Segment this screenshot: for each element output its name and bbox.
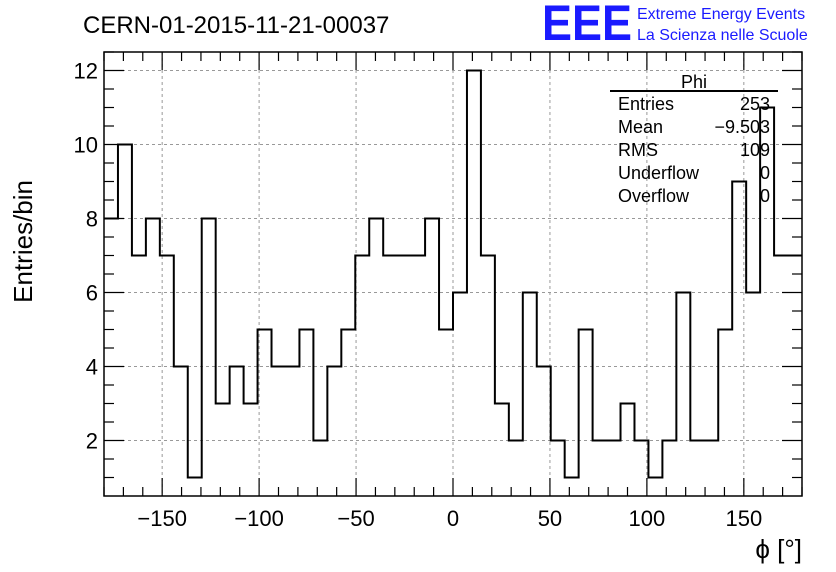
tick-labels: −150 −100 −50 0 50 100 150 2 4 6 8 10 12 bbox=[74, 59, 763, 532]
stats-overflow-label: Overflow bbox=[618, 186, 690, 206]
logo-line-1: Extreme Energy Events bbox=[637, 6, 805, 23]
histogram-outline bbox=[104, 69, 802, 479]
x-tick-label: 100 bbox=[629, 506, 666, 531]
y-tick-label: 8 bbox=[86, 207, 98, 232]
stats-underflow-label: Underflow bbox=[618, 163, 700, 183]
x-tick-label: 50 bbox=[538, 506, 562, 531]
stats-rms-value: 109 bbox=[740, 140, 770, 160]
stats-mean-value: −9.503 bbox=[714, 117, 770, 137]
y-axis-label: Entries/bin bbox=[8, 180, 38, 303]
x-axis-label: ϕ [°] bbox=[755, 534, 802, 564]
x-tick-label: −150 bbox=[137, 506, 187, 531]
axis-ticks bbox=[103, 51, 803, 496]
x-tick-label: 0 bbox=[447, 506, 459, 531]
stats-underflow-value: 0 bbox=[760, 163, 770, 183]
y-tick-label: 12 bbox=[74, 59, 98, 84]
stats-rms-label: RMS bbox=[618, 140, 658, 160]
stats-entries-label: Entries bbox=[618, 94, 674, 114]
eee-logo-mark: EEE bbox=[542, 0, 632, 51]
y-tick-label: 2 bbox=[86, 429, 98, 454]
eee-logo: EEE Extreme Energy Events La Scienza nel… bbox=[542, 0, 808, 51]
y-tick-label: 4 bbox=[86, 355, 98, 380]
x-tick-label: 150 bbox=[725, 506, 762, 531]
logo-line-2: La Scienza nelle Scuole bbox=[637, 27, 808, 44]
chart-title: CERN-01-2015-11-21-00037 bbox=[83, 12, 389, 39]
x-tick-label: −50 bbox=[337, 506, 374, 531]
stats-overflow-value: 0 bbox=[760, 186, 770, 206]
y-tick-label: 10 bbox=[74, 133, 98, 158]
stats-box: Phi Entries 253 Mean −9.503 RMS 109 Unde… bbox=[610, 72, 778, 206]
grid bbox=[104, 52, 802, 496]
y-tick-label: 6 bbox=[86, 281, 98, 306]
stats-mean-label: Mean bbox=[618, 117, 663, 137]
x-tick-label: −100 bbox=[234, 506, 284, 531]
stats-entries-value: 253 bbox=[740, 94, 770, 114]
stats-title: Phi bbox=[681, 72, 707, 92]
